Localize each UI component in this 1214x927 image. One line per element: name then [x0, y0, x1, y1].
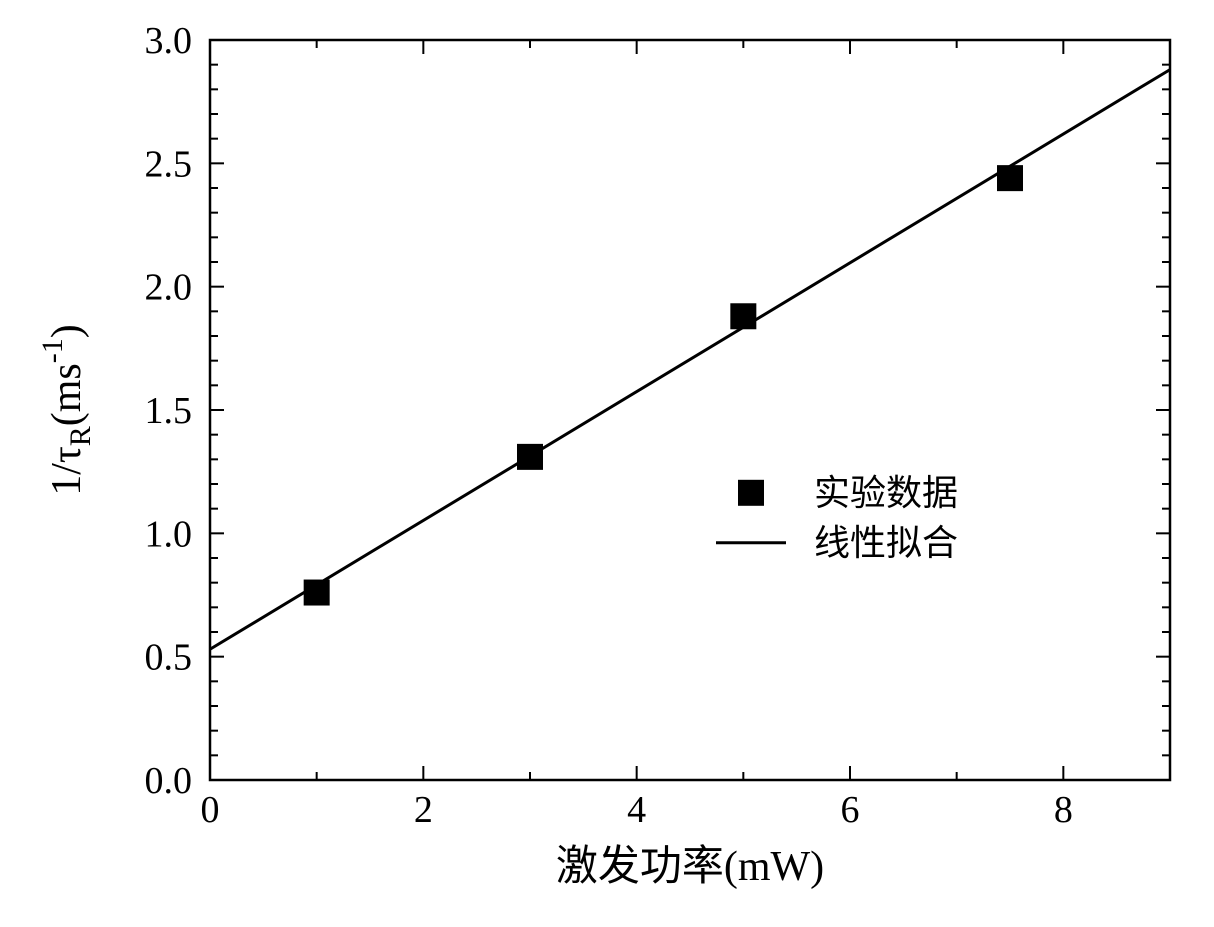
data-point-marker	[304, 580, 330, 606]
y-title-unit-prefix: (ms	[44, 363, 90, 426]
y-title-unit-sup: -1	[36, 338, 69, 363]
y-tick-label: 1.0	[145, 513, 193, 555]
chart-container: 0 2 4 6 8 0.0 0.5 1.0 1.5 2.0 2.5 3.0 激发功率(mW) 1/τR(m…	[0, 0, 1214, 927]
y-axis-title-group: 1/τR(ms-1)	[36, 324, 97, 496]
legend-label-data: 实验数据	[814, 473, 958, 513]
y-tick-label: 1.5	[145, 390, 193, 432]
y-axis-title: 1/τR(ms-1)	[36, 324, 97, 496]
data-point-marker	[730, 303, 756, 329]
fit-line	[210, 70, 1170, 650]
y-tick-label: 0.0	[145, 760, 193, 802]
y-tick-label: 3.0	[145, 20, 193, 62]
plot-border	[210, 40, 1170, 780]
data-point-marker	[997, 165, 1023, 191]
y-tick-label: 0.5	[145, 637, 193, 679]
y-title-unit-suffix: )	[44, 324, 90, 338]
data-point-marker	[517, 444, 543, 470]
x-tick-label: 4	[627, 789, 646, 831]
x-tick-label: 6	[841, 789, 860, 831]
x-axis-title: 激发功率(mW)	[556, 843, 824, 890]
x-tick-label: 8	[1054, 789, 1073, 831]
x-tick-label: 0	[201, 789, 220, 831]
y-title-prefix: 1/τ	[44, 446, 90, 496]
legend-marker-square-icon	[738, 480, 764, 506]
y-tick-label: 2.5	[145, 143, 193, 185]
legend-label-fit: 线性拟合	[814, 523, 958, 563]
chart-svg: 0 2 4 6 8 0.0 0.5 1.0 1.5 2.0 2.5 3.0 激发功率(mW) 1/τR(m…	[0, 0, 1214, 927]
x-tick-label: 2	[414, 789, 433, 831]
y-tick-label: 2.0	[145, 267, 193, 309]
y-title-sub: R	[64, 426, 97, 446]
